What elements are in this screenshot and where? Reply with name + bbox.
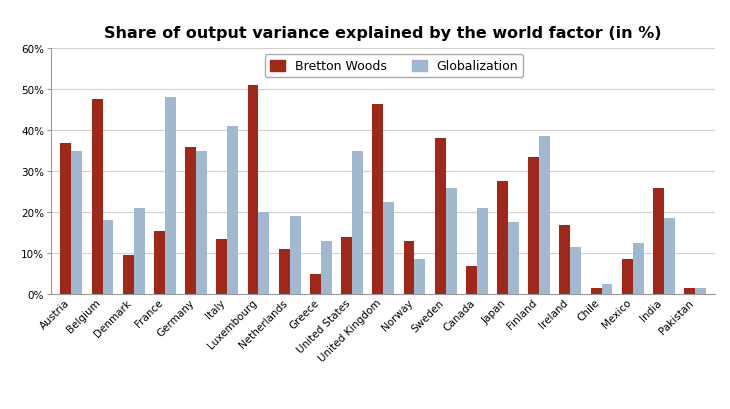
Bar: [466, 266, 477, 294]
Bar: [279, 249, 290, 294]
Bar: [684, 288, 695, 294]
Bar: [134, 209, 145, 294]
Bar: [695, 288, 706, 294]
Title: Share of output variance explained by the world factor (in %): Share of output variance explained by th…: [104, 26, 662, 41]
Bar: [539, 137, 550, 294]
Bar: [258, 213, 269, 294]
Bar: [497, 182, 508, 294]
Bar: [165, 98, 176, 294]
Bar: [247, 86, 258, 294]
Bar: [602, 284, 612, 294]
Bar: [92, 100, 102, 294]
Bar: [352, 151, 363, 294]
Legend: Bretton Woods, Globalization: Bretton Woods, Globalization: [265, 55, 523, 78]
Bar: [559, 225, 570, 294]
Bar: [383, 202, 394, 294]
Bar: [415, 260, 426, 294]
Bar: [216, 239, 227, 294]
Bar: [529, 157, 539, 294]
Bar: [290, 217, 301, 294]
Bar: [404, 241, 415, 294]
Bar: [653, 188, 664, 294]
Bar: [508, 223, 519, 294]
Bar: [310, 274, 321, 294]
Bar: [196, 151, 207, 294]
Bar: [227, 127, 238, 294]
Bar: [664, 219, 675, 294]
Bar: [61, 143, 72, 294]
Bar: [633, 243, 644, 294]
Bar: [570, 247, 581, 294]
Bar: [372, 104, 383, 294]
Bar: [445, 188, 456, 294]
Bar: [321, 241, 332, 294]
Bar: [591, 288, 602, 294]
Bar: [477, 209, 488, 294]
Bar: [434, 139, 445, 294]
Bar: [102, 221, 113, 294]
Bar: [72, 151, 82, 294]
Bar: [622, 260, 633, 294]
Bar: [185, 147, 196, 294]
Bar: [123, 256, 134, 294]
Bar: [341, 237, 352, 294]
Bar: [154, 231, 165, 294]
